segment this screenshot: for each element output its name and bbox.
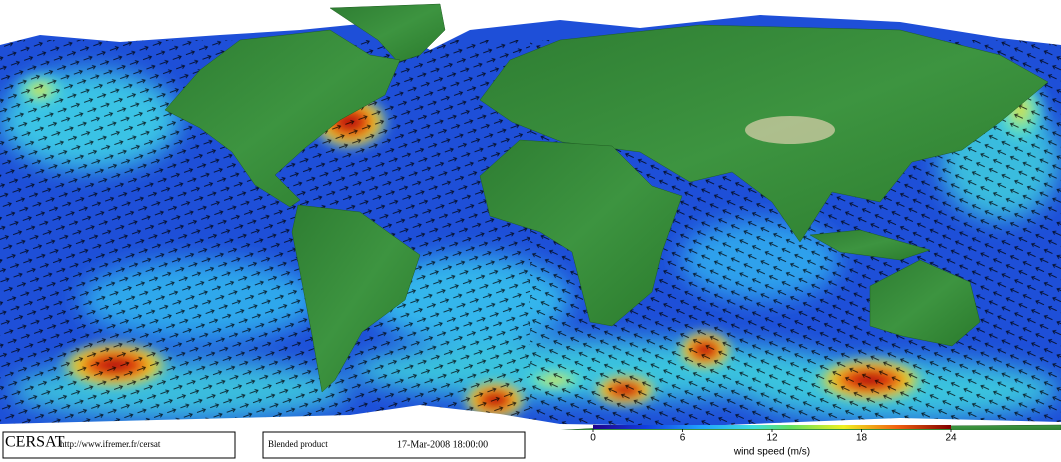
product: Blended product [268, 439, 328, 449]
footer-box [262, 431, 526, 459]
colorbar-tick-label: 6 [680, 433, 686, 444]
colorbar-label: wind speed (m/s) [733, 447, 810, 458]
colorbar: 0 6 12 18 24 wind speed (m/s) [590, 425, 957, 458]
footer: CERSAT http://www.ifremer.fr/cersat Blen… [0, 430, 1061, 462]
url: http://www.ifremer.fr/cersat [60, 439, 161, 449]
colorbar-tick-label: 18 [856, 433, 868, 444]
colorbar-tick-label: 0 [590, 433, 596, 444]
colorbar-tick-label: 12 [766, 433, 778, 444]
logo: CERSAT [5, 434, 65, 451]
colorbar-scale [593, 425, 951, 429]
timestamp: 17-Mar-2008 18:00:00 [397, 439, 488, 450]
land [0, 0, 1061, 433]
footer-box [2, 431, 236, 459]
colorbar-tick-label: 24 [945, 433, 957, 444]
